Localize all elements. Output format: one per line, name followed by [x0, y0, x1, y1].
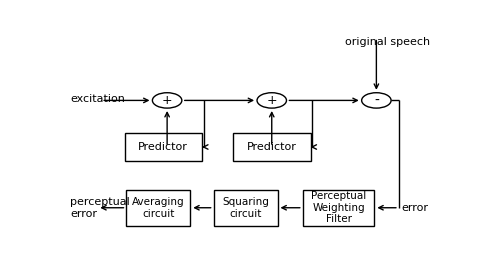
Bar: [126, 190, 190, 226]
Text: -: -: [374, 93, 379, 107]
Text: original speech: original speech: [346, 37, 430, 47]
Text: perceptual
error: perceptual error: [70, 197, 130, 219]
Bar: [214, 190, 278, 226]
Text: Perceptual
Weighting
Filter: Perceptual Weighting Filter: [311, 191, 366, 224]
Text: Predictor: Predictor: [138, 142, 188, 152]
Text: excitation: excitation: [70, 94, 125, 104]
Text: error: error: [402, 203, 428, 213]
Text: +: +: [266, 94, 277, 107]
Text: +: +: [162, 94, 172, 107]
Bar: [233, 133, 310, 161]
Text: Squaring
circuit: Squaring circuit: [222, 197, 269, 219]
Bar: [124, 133, 202, 161]
Bar: [303, 190, 374, 226]
Text: Predictor: Predictor: [247, 142, 296, 152]
Text: Averaging
circuit: Averaging circuit: [132, 197, 184, 219]
